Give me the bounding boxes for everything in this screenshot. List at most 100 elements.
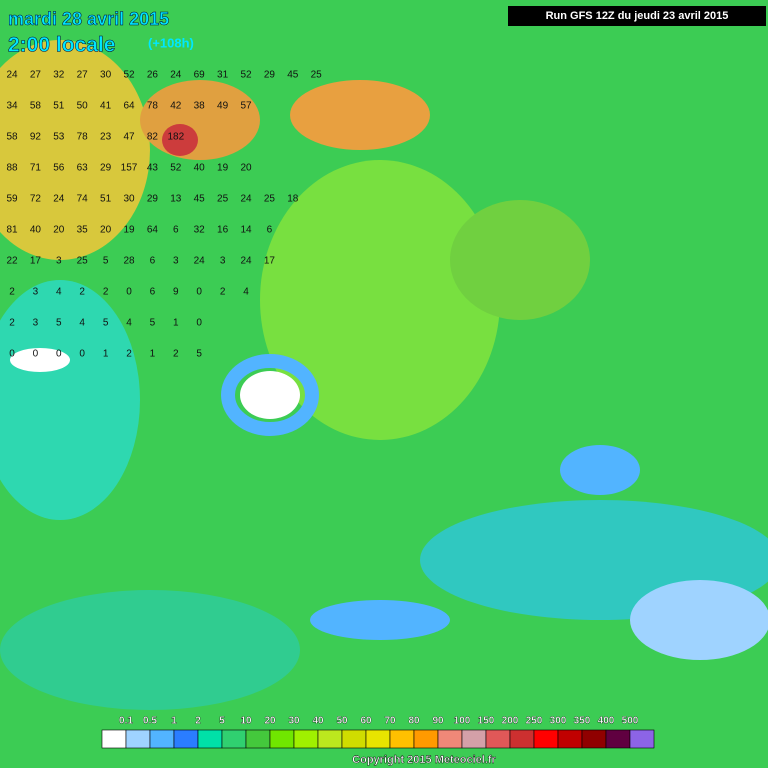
lead-time: (+108h) [148, 35, 194, 50]
grid-value: 64 [123, 101, 135, 112]
grid-value: 78 [77, 132, 89, 143]
grid-value: 2 [173, 349, 179, 360]
run-info: Run GFS 12Z du jeudi 23 avril 2015 [546, 10, 729, 22]
grid-value: 20 [53, 225, 65, 236]
legend-swatch [437, 729, 463, 749]
legend-label: 2 [195, 716, 201, 727]
legend: 0.1 0.5 1 2 5 10 20 30 40 50 60 70 80 90 100 150 200 250 3… [101, 715, 655, 749]
grid-value: 43 [147, 163, 159, 174]
grid-value: 81 [6, 225, 18, 236]
grid-value: 24 [6, 70, 18, 81]
legend-swatch [125, 729, 151, 749]
grid-value: 24 [194, 256, 206, 267]
grid-value: 18 [287, 194, 299, 205]
grid-value: 157 [121, 163, 138, 174]
grid-value: 3 [173, 256, 179, 267]
grid-value: 19 [123, 225, 135, 236]
grid-value: 25 [77, 256, 89, 267]
run-box [508, 6, 766, 26]
legend-label: 50 [336, 716, 348, 727]
grid-value: 13 [170, 194, 182, 205]
legend-swatch [341, 729, 367, 749]
legend-label: 70 [384, 716, 396, 727]
grid-value: 29 [100, 163, 112, 174]
grid-value: 40 [30, 225, 42, 236]
legend-swatch [485, 729, 511, 749]
legend-swatch [197, 729, 223, 749]
time-title: 2:00 locale [8, 34, 115, 57]
grid-value: 27 [30, 70, 42, 81]
grid-value: 51 [53, 101, 65, 112]
grid-value: 5 [56, 318, 62, 329]
legend-label: 0.5 [143, 716, 157, 727]
grid-value: 2 [9, 318, 15, 329]
grid-value: 3 [33, 318, 39, 329]
grid-value: 78 [147, 101, 159, 112]
grid-value: 59 [6, 194, 18, 205]
grid-value: 53 [53, 132, 65, 143]
grid-value: 182 [167, 132, 184, 143]
legend-label: 0.1 [119, 716, 133, 727]
grid-value: 0 [33, 349, 39, 360]
legend-swatch [317, 729, 343, 749]
grid-value: 19 [217, 163, 229, 174]
grid-value: 25 [217, 194, 229, 205]
grid-value: 31 [217, 70, 229, 81]
copyright: Copyright 2015 Meteociel.fr [352, 754, 496, 766]
legend-swatch [173, 729, 199, 749]
grid-value: 0 [196, 287, 202, 298]
legend-label: 100 [454, 716, 471, 727]
grid-value: 4 [56, 287, 62, 298]
grid-value: 1 [103, 349, 109, 360]
legend-swatch [413, 729, 439, 749]
grid-value: 38 [194, 101, 206, 112]
grid-value: 32 [53, 70, 65, 81]
grid-value: 26 [147, 70, 159, 81]
grid-value: 28 [123, 256, 135, 267]
legend-label: 80 [408, 716, 420, 727]
grid-value: 52 [240, 70, 252, 81]
date-title: mardi 28 avril 2015 [8, 9, 169, 29]
grid-value: 6 [267, 225, 273, 236]
legend-swatch [365, 729, 391, 749]
grid-value: 1 [150, 349, 156, 360]
legend-swatch [101, 729, 127, 749]
grid-value: 14 [240, 225, 252, 236]
grid-value: 32 [194, 225, 206, 236]
grid-value: 24 [240, 256, 252, 267]
grid-value: 47 [123, 132, 135, 143]
grid-value: 5 [150, 318, 156, 329]
legend-swatch [557, 729, 583, 749]
grid-value: 5 [103, 256, 109, 267]
legend-swatch [605, 729, 631, 749]
grid-value: 25 [311, 70, 323, 81]
legend-label: 30 [288, 716, 300, 727]
precip-fields [0, 40, 768, 710]
legend-label: 150 [478, 716, 495, 727]
grid-value: 4 [243, 287, 249, 298]
grid-value: 57 [240, 101, 252, 112]
grid-value: 30 [123, 194, 135, 205]
grid-value: 92 [30, 132, 42, 143]
grid-value: 2 [103, 287, 109, 298]
grid-value: 69 [194, 70, 206, 81]
grid-value: 2 [220, 287, 226, 298]
legend-label: 300 [550, 716, 567, 727]
legend-swatch [629, 729, 655, 749]
legend-swatch [269, 729, 295, 749]
grid-value: 58 [30, 101, 42, 112]
grid-value: 45 [287, 70, 299, 81]
grid-value: 17 [30, 256, 42, 267]
legend-label: 250 [526, 716, 543, 727]
grid-value: 0 [9, 349, 15, 360]
legend-swatch [461, 729, 487, 749]
legend-label: 1 [171, 716, 177, 727]
grid-value: 20 [240, 163, 252, 174]
grid-value: 0 [79, 349, 85, 360]
grid-value: 24 [240, 194, 252, 205]
grid-value: 9 [173, 287, 179, 298]
legend-label: 5 [219, 716, 225, 727]
grid-value: 64 [147, 225, 159, 236]
legend-swatch [389, 729, 415, 749]
